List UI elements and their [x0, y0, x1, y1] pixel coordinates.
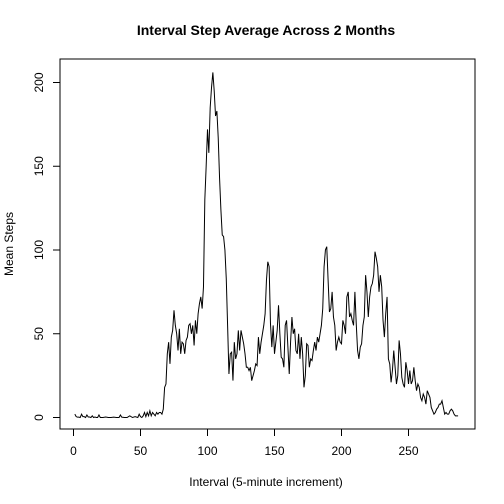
x-tick-label: 200 [331, 444, 351, 458]
x-tick-label: 50 [134, 444, 148, 458]
y-tick-label: 150 [32, 156, 46, 176]
x-tick-label: 250 [398, 444, 418, 458]
y-tick-label: 50 [32, 327, 46, 341]
y-tick-label: 100 [32, 240, 46, 260]
x-tick-label: 0 [70, 444, 77, 458]
series-line [74, 72, 459, 419]
y-axis-label: Mean Steps [2, 212, 16, 276]
y-axis: 0 50 100 150 200 [32, 72, 61, 421]
x-tick-label: 150 [264, 444, 284, 458]
x-axis-label: Interval (5-minute increment) [189, 475, 342, 489]
x-tick-label: 100 [197, 444, 217, 458]
y-tick-label: 0 [32, 414, 46, 421]
y-tick-label: 200 [32, 72, 46, 92]
x-axis: 0 50 100 150 200 250 [70, 428, 419, 458]
chart-title: Interval Step Average Across 2 Months [137, 22, 396, 38]
